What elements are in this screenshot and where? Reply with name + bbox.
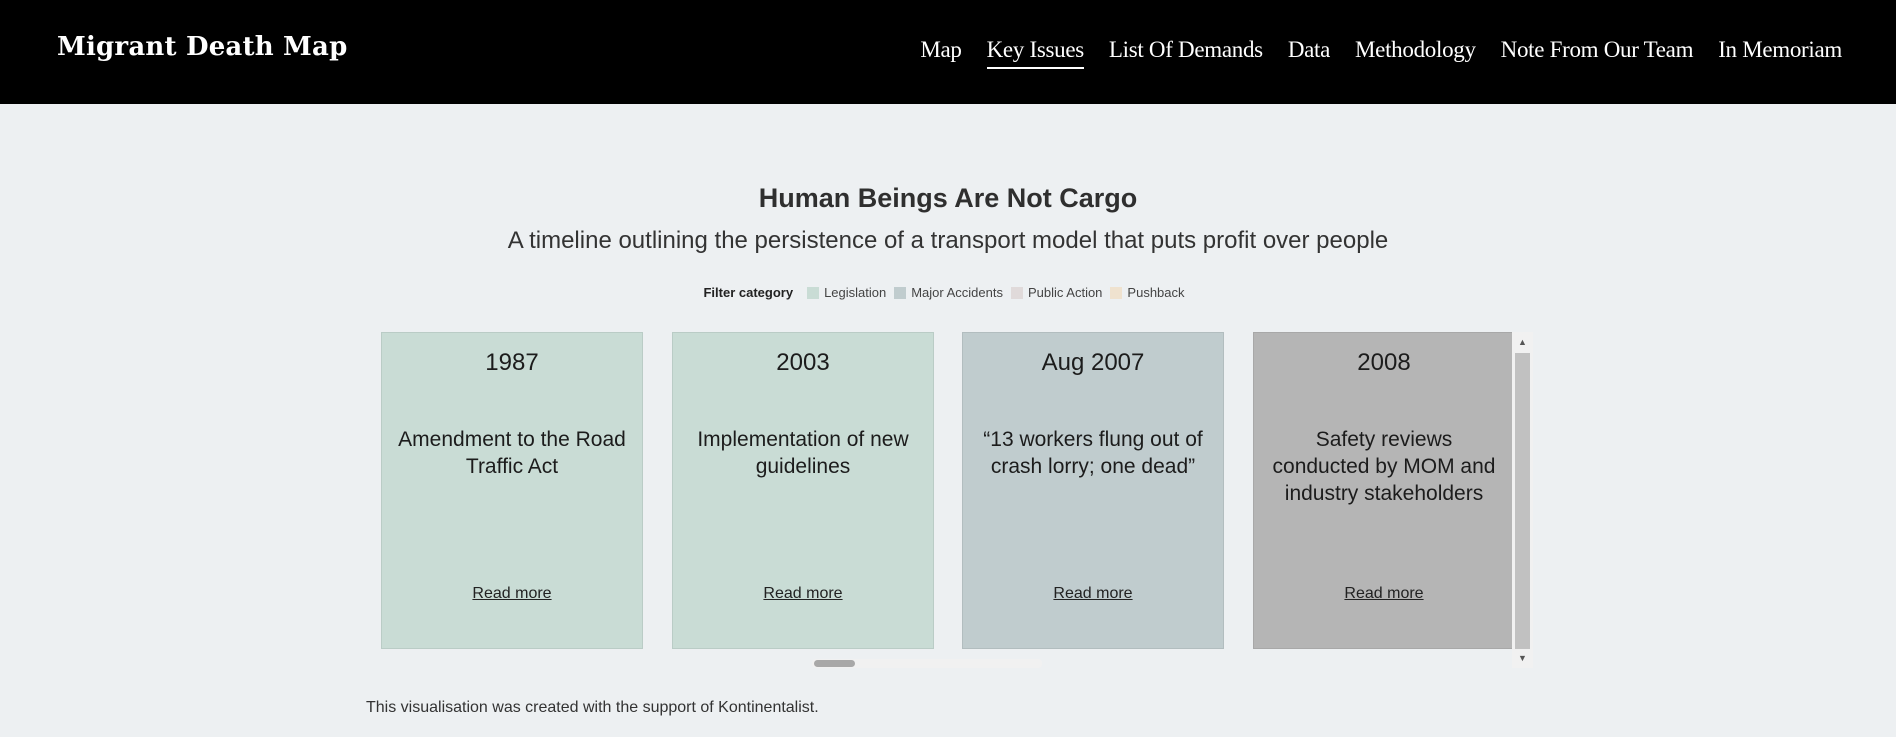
read-more-link[interactable]: Read more bbox=[1344, 585, 1424, 602]
filter-major-accidents[interactable]: Major Accidents bbox=[894, 285, 1003, 300]
filter-public-action-label: Public Action bbox=[1027, 285, 1103, 300]
read-more-link[interactable]: Read more bbox=[763, 585, 843, 602]
vertical-scrollbar[interactable]: ▲ ▼ bbox=[1512, 332, 1533, 668]
page-subtitle: A timeline outlining the persistence of … bbox=[507, 227, 1389, 254]
nav-link-key-issues[interactable]: Key Issues bbox=[986, 37, 1084, 69]
scroll-up-icon[interactable]: ▲ bbox=[1518, 337, 1527, 347]
filter-major-accidents-label: Major Accidents bbox=[911, 285, 1003, 300]
filter-label: Filter category bbox=[703, 285, 794, 300]
nav-link-list-of-demands[interactable]: List Of Demands bbox=[1108, 37, 1263, 62]
timeline-carousel[interactable]: 1987 Amendment to the Road Traffic Act R… bbox=[381, 332, 1533, 668]
card-date: Aug 2007 bbox=[1041, 349, 1145, 376]
nav-link-map[interactable]: Map bbox=[920, 37, 962, 62]
nav-link-methodology[interactable]: Methodology bbox=[1355, 37, 1476, 62]
nav-link-data[interactable]: Data bbox=[1287, 37, 1331, 62]
nav-link-note-from-our-team[interactable]: Note From Our Team bbox=[1500, 37, 1694, 62]
attribution-note: This visualisation was created with the … bbox=[366, 699, 819, 716]
card-heading: Safety reviews conducted by MOM and indu… bbox=[1272, 428, 1496, 505]
main-nav: Map Key Issues List Of Demands Data Meth… bbox=[920, 0, 1842, 104]
site-logo[interactable]: Migrant Death Map bbox=[57, 32, 348, 62]
pushback-swatch bbox=[1110, 286, 1123, 299]
timeline-card[interactable]: 1987 Amendment to the Road Traffic Act R… bbox=[381, 332, 643, 649]
read-more-link[interactable]: Read more bbox=[472, 585, 552, 602]
filter-pushback-label: Pushback bbox=[1127, 285, 1185, 300]
top-navbar: Migrant Death Map Map Key Issues List Of… bbox=[0, 0, 1896, 104]
filter-legislation-label: Legislation bbox=[824, 285, 887, 300]
nav-link-in-memoriam[interactable]: In Memoriam bbox=[1718, 37, 1842, 62]
read-more-link[interactable]: Read more bbox=[1053, 585, 1133, 602]
card-heading: Amendment to the Road Traffic Act bbox=[398, 428, 626, 478]
legislation-swatch bbox=[807, 286, 820, 299]
vertical-scroll-thumb[interactable] bbox=[1515, 353, 1530, 649]
filter-legislation[interactable]: Legislation bbox=[807, 285, 886, 300]
card-date: 2003 bbox=[776, 349, 830, 376]
horizontal-scroll-thumb[interactable] bbox=[814, 660, 855, 667]
page-title: Human Beings Are Not Cargo bbox=[758, 183, 1138, 213]
category-filter: Filter category Legislation Major Accide… bbox=[0, 285, 1896, 300]
major-accidents-swatch bbox=[894, 286, 907, 299]
filter-public-action[interactable]: Public Action bbox=[1010, 285, 1103, 300]
card-heading: Implementation of new guidelines bbox=[697, 428, 909, 478]
timeline-card[interactable]: 2003 Implementation of new guidelines Re… bbox=[672, 332, 934, 649]
filter-pushback[interactable]: Pushback bbox=[1110, 285, 1185, 300]
scroll-down-icon[interactable]: ▼ bbox=[1518, 653, 1527, 663]
public-action-swatch bbox=[1010, 286, 1023, 299]
card-date: 1987 bbox=[485, 349, 539, 376]
timeline-card[interactable]: Aug 2007 “13 workers flung out of crash … bbox=[962, 332, 1224, 649]
card-heading: “13 workers flung out of crash lorry; on… bbox=[983, 428, 1203, 478]
card-date: 2008 bbox=[1357, 349, 1411, 376]
horizontal-scrollbar[interactable] bbox=[812, 659, 1042, 668]
timeline-card[interactable]: 2008 Safety reviews conducted by MOM and… bbox=[1253, 332, 1515, 649]
